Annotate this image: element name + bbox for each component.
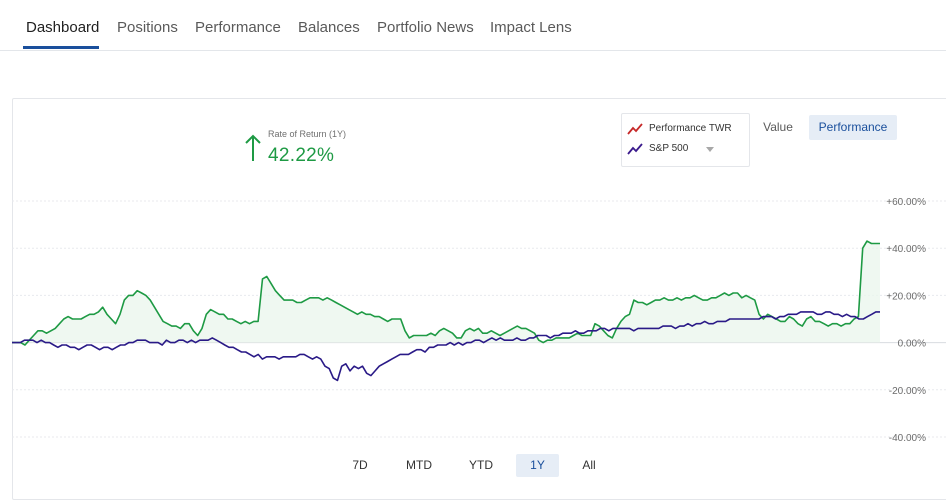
range-button-mtd[interactable]: MTD (406, 458, 432, 472)
tab-performance[interactable]: Performance (195, 19, 281, 36)
legend-label: Performance TWR (649, 123, 732, 134)
top-navigation: Dashboard Positions Performance Balances… (0, 0, 946, 52)
rate-of-return-value: 42.22% (268, 145, 335, 166)
performance-toggle-button[interactable]: Performance (809, 115, 897, 140)
value-toggle-button[interactable]: Value (763, 120, 793, 134)
range-button-ytd[interactable]: YTD (469, 458, 493, 472)
performance-line-chart: +60.00% +40.00% +20.00% 0.00% -20.00% -40.00% (12, 197, 946, 444)
y-axis-tick-label: -40.00% (889, 433, 926, 444)
rate-of-return-label: Rate of Return (1Y) (268, 129, 347, 139)
tab-positions[interactable]: Positions (117, 19, 178, 36)
chevron-down-icon[interactable] (706, 147, 714, 152)
range-button-1y[interactable]: 1Y (516, 454, 559, 477)
line-chart-icon (627, 123, 643, 135)
y-axis-tick-label: +20.00% (886, 291, 926, 302)
line-chart-icon (627, 143, 643, 155)
tab-dashboard[interactable]: Dashboard (26, 19, 100, 36)
series-line-performance-twr (12, 240, 880, 346)
y-axis-tick-label: +40.00% (886, 244, 926, 255)
y-axis-tick-label: +60.00% (886, 197, 926, 208)
y-axis-tick-label: 0.00% (898, 339, 926, 350)
tab-balances[interactable]: Balances (298, 19, 360, 36)
range-button-7d[interactable]: 7D (352, 458, 368, 472)
legend-label: S&P 500 (649, 143, 689, 154)
range-button-all[interactable]: All (582, 458, 596, 472)
legend-item-sp500[interactable]: S&P 500 (627, 141, 727, 157)
tab-impact-lens[interactable]: Impact Lens (490, 19, 572, 36)
chart-legend: Performance TWR S&P 500 (621, 113, 750, 167)
active-tab-indicator (23, 46, 99, 49)
tab-portfolio-news[interactable]: Portfolio News (377, 19, 474, 36)
arrow-up-icon (245, 134, 261, 161)
y-axis-tick-label: -20.00% (889, 386, 926, 397)
performance-card (12, 98, 946, 500)
series-line-sp500 (12, 311, 880, 382)
nav-divider (0, 50, 946, 51)
